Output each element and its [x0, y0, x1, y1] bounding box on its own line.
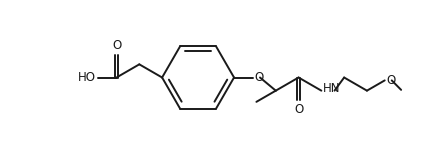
Text: O: O: [254, 71, 264, 84]
Text: O: O: [386, 74, 396, 87]
Text: HO: HO: [78, 71, 96, 84]
Text: HN: HN: [323, 82, 341, 95]
Text: O: O: [294, 103, 303, 116]
Text: O: O: [112, 39, 121, 52]
